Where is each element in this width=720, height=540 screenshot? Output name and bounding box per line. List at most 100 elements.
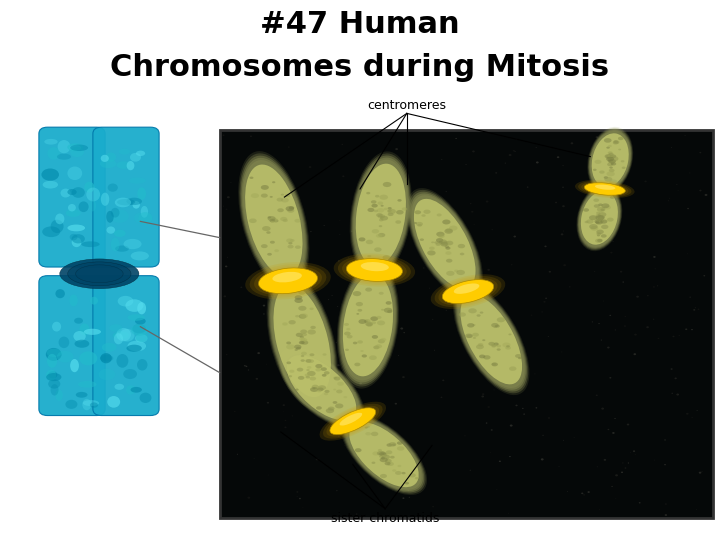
Ellipse shape [68, 204, 76, 212]
Ellipse shape [596, 232, 601, 235]
Circle shape [244, 365, 246, 367]
Ellipse shape [410, 193, 480, 294]
Ellipse shape [381, 309, 384, 310]
Text: Chromosomes during Mitosis: Chromosomes during Mitosis [110, 53, 610, 82]
Circle shape [409, 497, 410, 498]
Circle shape [403, 332, 405, 333]
Ellipse shape [298, 306, 307, 311]
Circle shape [402, 465, 405, 467]
Circle shape [263, 305, 265, 307]
Ellipse shape [111, 238, 120, 251]
Ellipse shape [436, 242, 441, 246]
Ellipse shape [46, 370, 56, 381]
Ellipse shape [613, 141, 618, 145]
Circle shape [266, 364, 267, 365]
Ellipse shape [441, 242, 448, 247]
Ellipse shape [117, 328, 131, 341]
Ellipse shape [509, 367, 516, 371]
Ellipse shape [76, 392, 88, 398]
Circle shape [675, 377, 677, 379]
Ellipse shape [344, 323, 349, 326]
Circle shape [563, 264, 566, 266]
Circle shape [555, 202, 557, 203]
Circle shape [490, 429, 492, 431]
Circle shape [301, 333, 302, 334]
Circle shape [247, 232, 249, 233]
Ellipse shape [250, 177, 253, 179]
Circle shape [609, 315, 611, 316]
Ellipse shape [597, 207, 606, 212]
Ellipse shape [242, 158, 306, 283]
Ellipse shape [117, 354, 128, 368]
Ellipse shape [268, 274, 337, 408]
Circle shape [583, 494, 585, 496]
Ellipse shape [299, 314, 307, 319]
Circle shape [286, 212, 289, 214]
Ellipse shape [369, 355, 377, 360]
Circle shape [284, 420, 287, 421]
Ellipse shape [274, 219, 279, 222]
Ellipse shape [307, 371, 315, 376]
Ellipse shape [349, 422, 419, 487]
Circle shape [595, 225, 597, 226]
Circle shape [654, 460, 655, 461]
Ellipse shape [72, 238, 81, 247]
Circle shape [351, 231, 353, 232]
Ellipse shape [361, 262, 389, 271]
Circle shape [686, 413, 688, 415]
Ellipse shape [302, 333, 307, 336]
Ellipse shape [434, 241, 438, 244]
Ellipse shape [380, 215, 388, 220]
Ellipse shape [467, 323, 474, 328]
Ellipse shape [70, 147, 84, 157]
Ellipse shape [47, 354, 57, 368]
Ellipse shape [387, 443, 392, 447]
Ellipse shape [608, 159, 612, 161]
Circle shape [574, 437, 575, 438]
Circle shape [699, 190, 701, 191]
Circle shape [279, 265, 282, 267]
Ellipse shape [330, 408, 376, 435]
Circle shape [482, 395, 484, 397]
Ellipse shape [421, 214, 426, 217]
Ellipse shape [74, 340, 89, 348]
Circle shape [226, 354, 228, 355]
Circle shape [297, 245, 300, 246]
FancyBboxPatch shape [39, 127, 105, 267]
Ellipse shape [591, 132, 629, 188]
Ellipse shape [300, 359, 305, 362]
Circle shape [395, 148, 398, 150]
Ellipse shape [378, 449, 382, 451]
Circle shape [294, 325, 297, 327]
Circle shape [627, 423, 629, 426]
Ellipse shape [380, 451, 386, 455]
Ellipse shape [454, 286, 528, 393]
Ellipse shape [123, 369, 137, 379]
Circle shape [289, 383, 290, 384]
Ellipse shape [578, 187, 621, 249]
Ellipse shape [107, 211, 114, 222]
Ellipse shape [365, 287, 372, 292]
FancyBboxPatch shape [93, 127, 159, 267]
Ellipse shape [415, 477, 418, 480]
Ellipse shape [366, 426, 370, 428]
Ellipse shape [341, 417, 345, 419]
Ellipse shape [48, 371, 58, 379]
Circle shape [562, 205, 564, 207]
Ellipse shape [618, 148, 621, 151]
Circle shape [379, 214, 380, 215]
Circle shape [562, 187, 564, 188]
Ellipse shape [102, 343, 117, 352]
Ellipse shape [323, 353, 327, 356]
Ellipse shape [338, 255, 411, 285]
Ellipse shape [438, 278, 498, 305]
Ellipse shape [305, 359, 312, 363]
Ellipse shape [90, 402, 98, 408]
Ellipse shape [609, 168, 615, 172]
Ellipse shape [577, 186, 621, 250]
Circle shape [271, 267, 272, 268]
Ellipse shape [395, 220, 401, 224]
Ellipse shape [254, 266, 322, 295]
Circle shape [544, 246, 546, 247]
Circle shape [672, 393, 673, 394]
